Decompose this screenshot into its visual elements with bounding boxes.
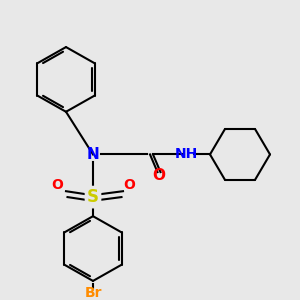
Text: O: O	[152, 167, 166, 182]
Text: S: S	[87, 188, 99, 206]
Text: Br: Br	[84, 286, 102, 300]
Text: N: N	[87, 147, 99, 162]
Text: NH: NH	[174, 147, 198, 161]
Text: O: O	[51, 178, 63, 192]
Text: O: O	[123, 178, 135, 192]
